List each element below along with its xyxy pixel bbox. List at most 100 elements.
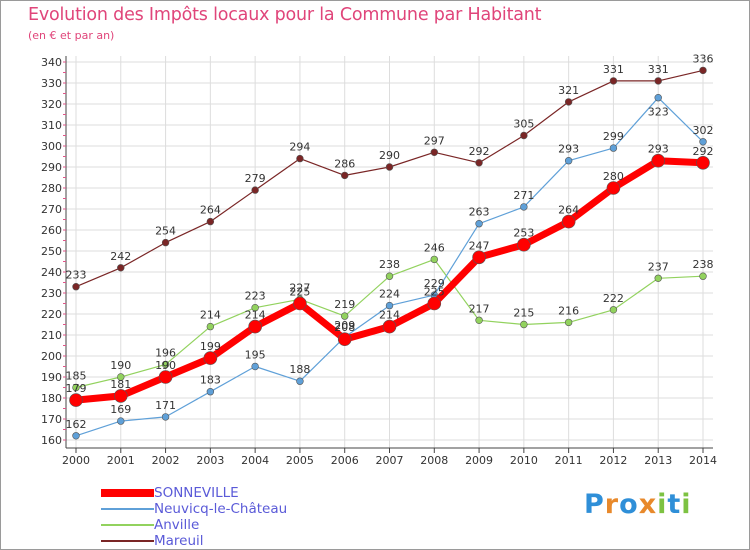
data-point xyxy=(72,283,80,291)
data-point xyxy=(427,296,442,311)
data-label: 219 xyxy=(334,298,355,311)
y-tick-label: 280 xyxy=(41,182,62,195)
data-label: 294 xyxy=(289,141,310,154)
data-point xyxy=(296,154,304,163)
logo-letter: i xyxy=(657,489,668,520)
x-tick-label: 2011 xyxy=(555,454,583,467)
y-tick-label: 240 xyxy=(41,266,62,279)
data-point xyxy=(472,250,486,265)
data-point xyxy=(72,383,80,392)
data-label: 190 xyxy=(110,359,131,372)
labels-sonneville: 179 181 190 199 214 225 208 214 225 247 253 264 280 2… xyxy=(66,143,714,395)
data-label: 253 xyxy=(513,227,534,240)
data-point xyxy=(699,138,707,146)
data-label: 321 xyxy=(558,84,579,97)
data-label: 238 xyxy=(693,258,714,271)
data-point xyxy=(475,159,483,167)
data-label: 195 xyxy=(245,349,266,362)
data-point xyxy=(385,272,394,280)
data-point xyxy=(564,318,573,327)
data-point xyxy=(251,304,259,312)
data-label: 229 xyxy=(424,277,445,290)
data-point xyxy=(520,131,528,140)
data-label: 214 xyxy=(200,309,221,322)
data-point xyxy=(158,370,173,384)
y-tick-label: 320 xyxy=(41,98,62,111)
data-label: 280 xyxy=(603,170,624,183)
data-label: 169 xyxy=(110,403,131,416)
data-label: 216 xyxy=(558,304,579,317)
data-label: 179 xyxy=(66,382,87,395)
data-label: 222 xyxy=(603,292,624,305)
data-label: 297 xyxy=(424,134,445,147)
legend-label: SONNEVILLE xyxy=(154,485,239,501)
data-label: 190 xyxy=(155,359,176,372)
data-label: 263 xyxy=(469,206,490,219)
data-label: 323 xyxy=(648,106,669,119)
data-label: 225 xyxy=(289,286,310,299)
data-point xyxy=(609,144,618,152)
data-label: 214 xyxy=(245,309,266,322)
data-point xyxy=(520,203,528,211)
data-label: 246 xyxy=(424,241,445,254)
y-tick-label: 310 xyxy=(41,119,62,132)
data-point xyxy=(161,238,170,247)
data-point xyxy=(609,77,618,85)
data-point xyxy=(248,319,262,334)
data-point xyxy=(117,373,125,381)
data-point xyxy=(337,332,352,347)
data-label: 225 xyxy=(424,286,445,299)
legend-swatch xyxy=(101,540,154,542)
x-tick-label: 2010 xyxy=(510,454,538,467)
logo-letter: r xyxy=(604,489,620,520)
proxiti-logo: Proxiti xyxy=(584,489,692,520)
logo-letter: t xyxy=(667,489,682,520)
data-label: 336 xyxy=(693,52,714,65)
x-tick-label: 2006 xyxy=(331,454,359,467)
y-tick-label: 170 xyxy=(41,413,62,426)
x-tick-label: 2012 xyxy=(599,454,627,467)
data-point xyxy=(654,93,662,102)
data-label: 292 xyxy=(693,145,714,158)
chart-title: Evolution des Impôts locaux pour la Comm… xyxy=(28,5,542,25)
x-tick-label: 2009 xyxy=(465,454,493,467)
logo-letter: i xyxy=(681,489,692,520)
data-point xyxy=(430,255,438,264)
series-anville xyxy=(72,255,707,392)
y-tick-label: 160 xyxy=(41,434,62,447)
data-label: 242 xyxy=(110,250,131,263)
data-point xyxy=(475,316,483,324)
logo-letter: P xyxy=(584,489,605,520)
data-point xyxy=(561,214,576,229)
y-tick-label: 180 xyxy=(41,392,62,405)
data-label: 196 xyxy=(155,346,176,359)
data-label: 171 xyxy=(155,399,176,412)
x-tick-label: 2001 xyxy=(107,454,135,467)
data-point xyxy=(206,322,215,331)
data-label: 238 xyxy=(379,258,400,271)
data-point xyxy=(609,306,618,314)
data-point xyxy=(251,362,259,371)
data-point xyxy=(520,320,528,329)
data-point xyxy=(203,351,218,365)
data-point xyxy=(341,171,349,180)
legend-swatch xyxy=(101,489,154,497)
y-tick-label: 340 xyxy=(41,56,62,69)
y-tick-label: 290 xyxy=(41,161,62,174)
logo-letter: x xyxy=(638,489,658,520)
data-label: 181 xyxy=(110,378,131,391)
chart-subtitle: (en € et par an) xyxy=(28,29,115,42)
data-point xyxy=(382,319,397,334)
y-tick-label: 330 xyxy=(41,77,62,90)
data-point xyxy=(69,393,83,407)
data-label: 185 xyxy=(66,370,87,383)
data-point xyxy=(654,274,662,282)
data-label: 264 xyxy=(558,204,579,217)
data-point xyxy=(161,413,170,421)
y-tick-label: 210 xyxy=(41,329,62,342)
data-point xyxy=(206,388,215,396)
data-label: 217 xyxy=(469,302,490,315)
data-label: 227 xyxy=(289,281,310,294)
